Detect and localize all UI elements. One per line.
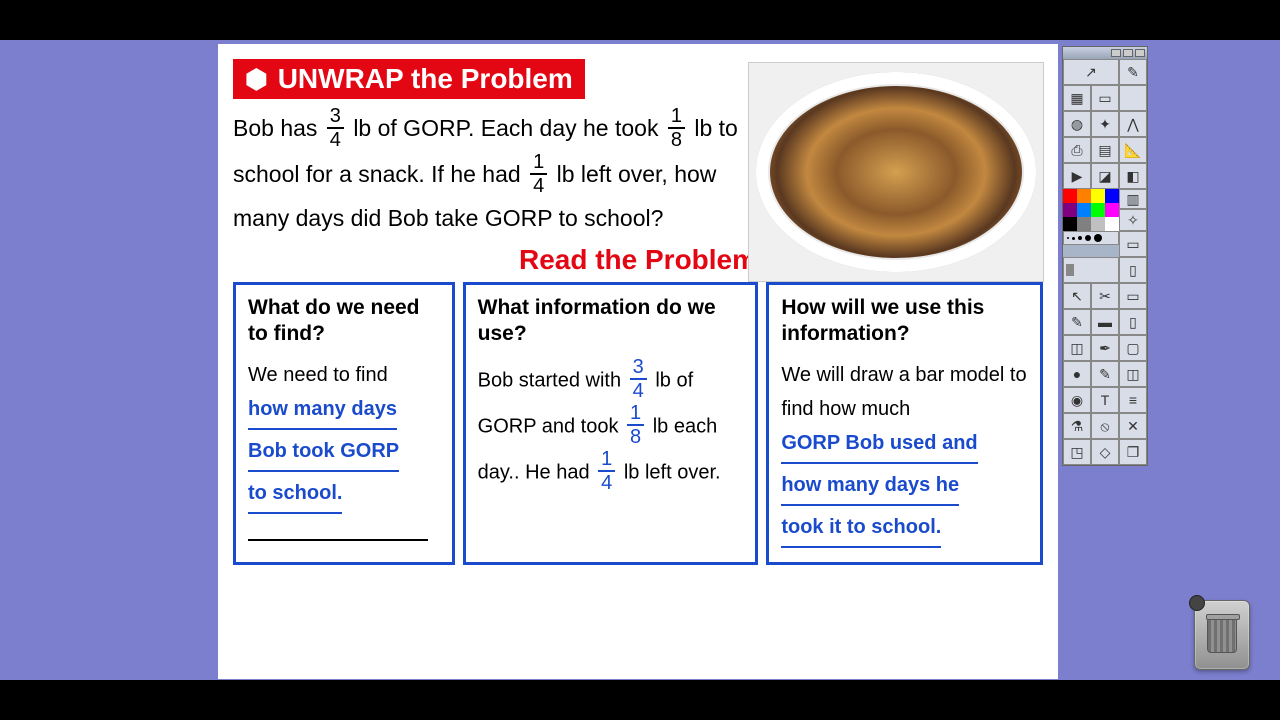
- cube-tool[interactable]: ◳: [1063, 439, 1091, 465]
- page-tool[interactable]: ▦: [1063, 85, 1091, 111]
- pen-tool[interactable]: ✒: [1091, 335, 1119, 361]
- pencil-tool[interactable]: ✎: [1063, 309, 1091, 335]
- no-tool[interactable]: ⦸: [1091, 413, 1119, 439]
- doc-tool[interactable]: ▤: [1091, 137, 1119, 163]
- palette-close-icon[interactable]: [1135, 49, 1145, 57]
- problem-text: Bob has 34 lb of GORP. Each day he took …: [233, 107, 753, 238]
- swatch-skyblue[interactable]: [1077, 203, 1091, 217]
- swatch-green[interactable]: [1091, 203, 1105, 217]
- box1-title: What do we need to find?: [248, 295, 440, 348]
- flask-tool[interactable]: ⚗: [1063, 413, 1091, 439]
- palette-max-icon[interactable]: [1123, 49, 1133, 57]
- info-boxes: What do we need to find? We need to find…: [233, 282, 1043, 565]
- disk-tool[interactable]: ◪: [1091, 163, 1119, 189]
- fraction-1-8: 18: [668, 105, 685, 151]
- trash-widget[interactable]: [1194, 600, 1250, 670]
- card-tool[interactable]: ▭: [1091, 85, 1119, 111]
- swatch-black[interactable]: [1063, 217, 1077, 231]
- opacity-slider[interactable]: [1063, 257, 1119, 283]
- swatch-purple[interactable]: [1063, 203, 1077, 217]
- fraction-1-4: 14: [530, 151, 547, 197]
- size-selector[interactable]: [1063, 231, 1119, 245]
- swatch-blue[interactable]: [1105, 189, 1119, 203]
- delete-tool[interactable]: ✕: [1119, 413, 1147, 439]
- lines-tool[interactable]: ≡: [1119, 387, 1147, 413]
- swatch-yellow[interactable]: [1091, 189, 1105, 203]
- stack-tool[interactable]: ▯: [1119, 257, 1147, 283]
- title-banner: ⬢ UNWRAP the Problem: [233, 59, 585, 99]
- swatch-red[interactable]: [1063, 189, 1077, 203]
- box-information: What information do we use? Bob started …: [463, 282, 759, 565]
- copy-tool[interactable]: ❐: [1119, 439, 1147, 465]
- brush-tool[interactable]: ▬: [1091, 309, 1119, 335]
- arrow-tool[interactable]: ↖: [1063, 283, 1091, 309]
- swatch-magenta[interactable]: [1105, 203, 1119, 217]
- paper-tool[interactable]: ▭: [1119, 231, 1147, 257]
- letterbox-bottom: [0, 680, 1280, 720]
- palette-min-icon[interactable]: [1111, 49, 1121, 57]
- swatch-white[interactable]: [1105, 217, 1119, 231]
- sheet-tool[interactable]: ▢: [1119, 335, 1147, 361]
- blank-tool[interactable]: [1119, 85, 1147, 111]
- camera-tool[interactable]: ◉: [1063, 387, 1091, 413]
- slide-content: ⬢ UNWRAP the Problem Bob has 34 lb of GO…: [218, 44, 1058, 679]
- fraction-3-4: 34: [327, 105, 344, 151]
- calc-tool[interactable]: ▥: [1119, 189, 1147, 209]
- trash-icon: [1207, 617, 1237, 653]
- ruler-tool[interactable]: 📐: [1119, 137, 1147, 163]
- box2-title: What information do we use?: [478, 295, 744, 348]
- layer-tool[interactable]: ▯: [1119, 309, 1147, 335]
- box-need-to-find: What do we need to find? We need to find…: [233, 282, 455, 565]
- tools-tool[interactable]: ✂: [1091, 283, 1119, 309]
- printer-tool[interactable]: ⎙: [1063, 137, 1091, 163]
- swatch-orange[interactable]: [1077, 189, 1091, 203]
- circle-tool[interactable]: ●: [1063, 361, 1091, 387]
- eraser-tool[interactable]: ◫: [1063, 335, 1091, 361]
- palette-titlebar[interactable]: [1063, 47, 1147, 59]
- screen-tool[interactable]: ▭: [1119, 283, 1147, 309]
- crop-tool[interactable]: ◫: [1119, 361, 1147, 387]
- compass-tool[interactable]: ⋀: [1119, 111, 1147, 137]
- shape-tool[interactable]: ◇: [1091, 439, 1119, 465]
- letterbox-top: [0, 0, 1280, 40]
- box3-title: How will we use this information?: [781, 295, 1028, 348]
- export-button[interactable]: ↗: [1063, 59, 1119, 85]
- drop-tool[interactable]: ✎: [1091, 361, 1119, 387]
- banner-label: UNWRAP the Problem: [278, 63, 573, 95]
- swatch-silver[interactable]: [1091, 217, 1105, 231]
- text-tool[interactable]: T: [1091, 387, 1119, 413]
- pointer-tool[interactable]: ✎: [1119, 59, 1147, 85]
- drop-icon: ⬢: [245, 64, 268, 95]
- dark-tool[interactable]: ◧: [1119, 163, 1147, 189]
- box-how-use: How will we use this information? We wil…: [766, 282, 1043, 565]
- wand-tool[interactable]: ✧: [1119, 209, 1147, 231]
- gorp-image: [748, 62, 1044, 282]
- globe-tool[interactable]: ◍: [1063, 111, 1091, 137]
- color-swatches[interactable]: [1063, 189, 1119, 231]
- tool-palette[interactable]: ↗ ✎ ▦ ▭ ◍ ✦ ⋀ ⎙ ▤ 📐 ▶ ◪ ◧: [1062, 46, 1148, 466]
- swatch-gray[interactable]: [1077, 217, 1091, 231]
- play-tool[interactable]: ▶: [1063, 163, 1091, 189]
- fx-tool[interactable]: ✦: [1091, 111, 1119, 137]
